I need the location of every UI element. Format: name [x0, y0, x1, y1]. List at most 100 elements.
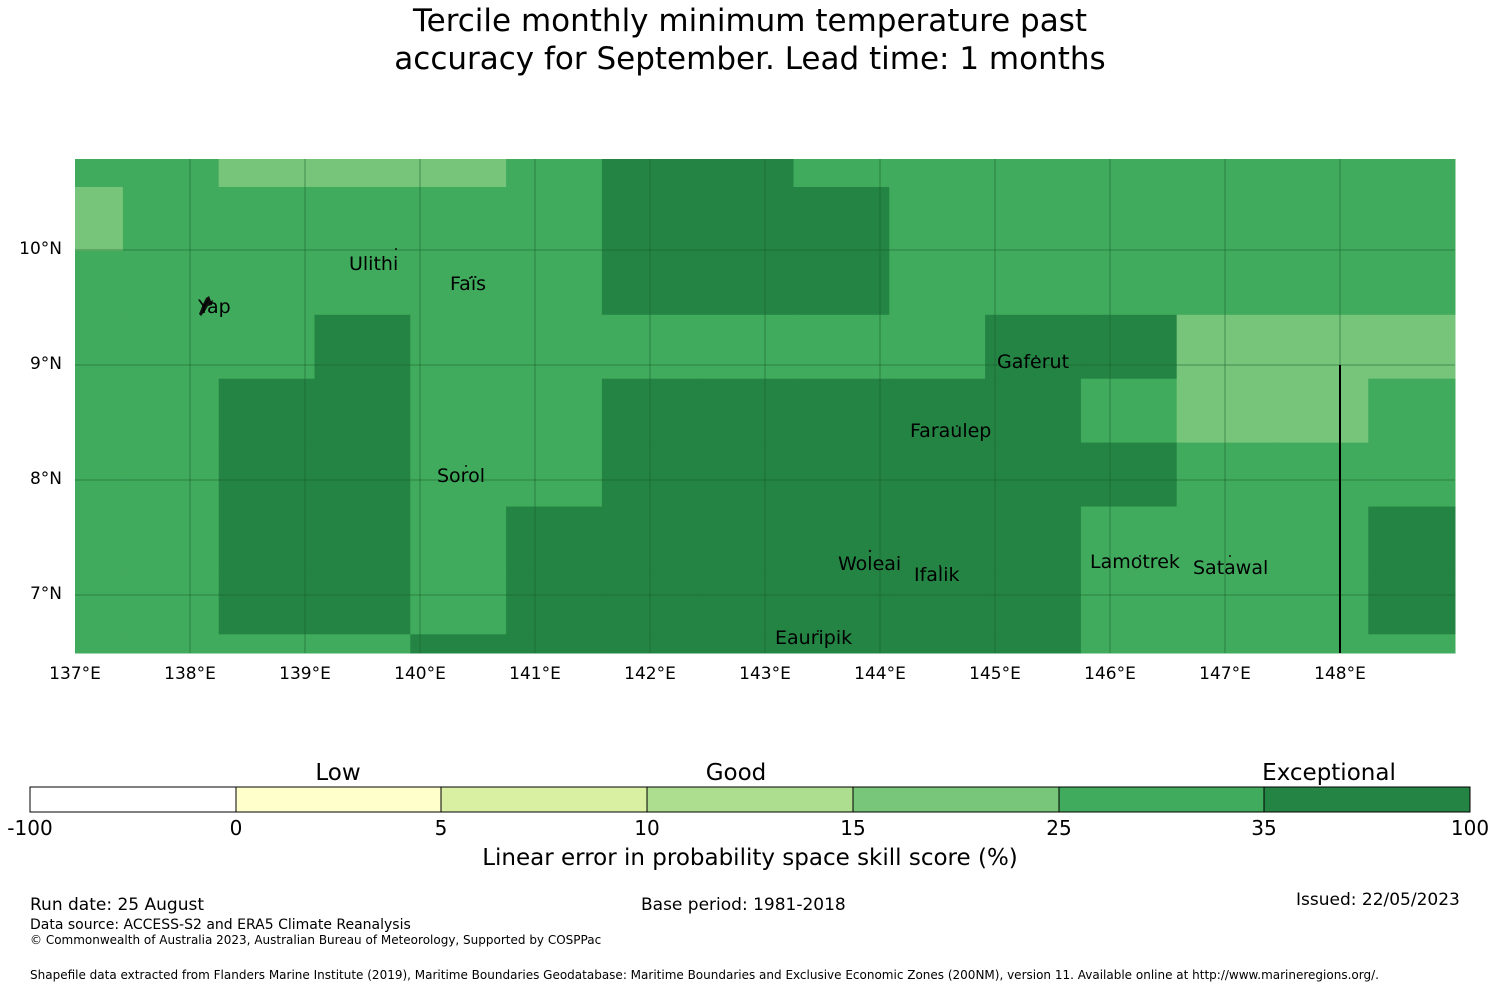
skill-cell	[218, 506, 315, 571]
skill-cell	[506, 570, 603, 635]
skill-cell	[985, 159, 1082, 188]
place-label-woleai: Woleai	[838, 553, 902, 575]
skill-cell	[1272, 314, 1369, 380]
skill-cell	[889, 442, 986, 507]
fais-island-mark	[469, 277, 471, 279]
skill-cell	[506, 187, 603, 252]
skill-cell	[75, 250, 124, 316]
satawal-island-mark	[1229, 555, 1231, 557]
lon-tick-label: 142°E	[624, 664, 676, 684]
faraulep-atoll-mark	[956, 425, 958, 427]
skill-cell	[985, 634, 1082, 654]
lon-tick-label: 137°E	[49, 664, 101, 684]
colorbar-category-good: Good	[705, 760, 767, 786]
colorbar-bin	[647, 787, 853, 812]
lon-tick-label: 143°E	[739, 664, 791, 684]
colorbar-tick: 35	[1251, 816, 1277, 840]
lon-tick-label: 148°E	[1314, 664, 1366, 684]
skill-cell	[889, 378, 986, 444]
copyright: © Commonwealth of Australia 2023, Austra…	[30, 933, 602, 947]
lon-tick-label: 145°E	[969, 664, 1021, 684]
skill-cell	[793, 570, 890, 635]
skill-cell	[506, 314, 603, 380]
issued-date: Issued: 22/05/2023	[1296, 890, 1460, 910]
skill-cell	[697, 442, 794, 507]
skill-cell	[314, 314, 411, 380]
skill-cell	[314, 442, 411, 507]
lon-tick-label: 146°E	[1084, 664, 1136, 684]
skill-cell	[218, 159, 315, 188]
skill-cell	[1080, 506, 1178, 571]
colorbar-tick: -100	[7, 816, 53, 840]
skill-cell	[218, 570, 315, 635]
skill-cell	[314, 250, 411, 316]
gaferut-island-mark	[1035, 355, 1037, 357]
skill-cell	[1368, 159, 1456, 188]
skill-cell	[889, 506, 986, 571]
skill-cell	[75, 187, 124, 252]
skill-cell	[75, 378, 124, 444]
title-line-2: accuracy for September. Lead time: 1 mon…	[394, 41, 1106, 77]
sorol-atoll-mark	[465, 465, 467, 467]
skill-cell	[75, 634, 124, 654]
skill-cell	[506, 634, 603, 654]
skill-cell	[1272, 187, 1369, 252]
skill-cell	[1080, 378, 1178, 444]
skill-cell	[889, 159, 986, 188]
colorbar-bin	[236, 787, 441, 812]
skill-cell	[697, 314, 794, 380]
eauripik-atoll-mark	[817, 630, 819, 632]
colorbar-bin	[1264, 787, 1470, 812]
woleai-atoll-mark	[868, 549, 872, 553]
colorbar-bin	[30, 787, 236, 812]
colorbar-tick: 100	[1450, 816, 1490, 840]
skill-cell	[1272, 378, 1369, 444]
ulithi-atoll-mark	[395, 248, 397, 250]
skill-cell	[793, 442, 890, 507]
place-label-faraulep: Faraulep	[910, 420, 992, 442]
ifalik-atoll-mark	[939, 565, 941, 567]
skill-cell	[889, 634, 986, 654]
skill-grid	[75, 159, 1456, 654]
skill-cell	[697, 570, 794, 635]
colorbar-bin	[1059, 787, 1264, 812]
skill-cell	[697, 506, 794, 571]
skill-cell	[1080, 314, 1178, 380]
lon-tick-label: 140°E	[394, 664, 446, 684]
colorbar-tick: 15	[840, 816, 866, 840]
skill-cell	[314, 187, 411, 252]
skill-cell	[1080, 159, 1178, 188]
skill-cell	[985, 506, 1082, 571]
skill-cell	[1368, 634, 1456, 654]
skill-cell	[985, 570, 1082, 635]
place-label-satawal: Satawal	[1193, 557, 1269, 579]
skill-cell	[889, 187, 986, 252]
skill-cell	[1368, 187, 1456, 252]
skill-cell	[506, 250, 603, 316]
place-label-lamotrek: Lamotrek	[1090, 551, 1180, 573]
skill-cell	[314, 378, 411, 444]
skill-cell	[793, 378, 890, 444]
place-label-gaferut: Gaferut	[997, 351, 1070, 373]
yap-island-shape	[199, 296, 213, 316]
graticule	[75, 159, 1455, 653]
skill-cell	[1272, 570, 1369, 635]
skill-cell	[1080, 570, 1178, 635]
colorbar-tick: 0	[229, 816, 243, 840]
skill-cell	[218, 378, 315, 444]
skill-cell	[122, 314, 220, 380]
skill-cell	[1080, 634, 1178, 654]
lamotrek-atoll-mark	[1139, 555, 1141, 557]
skill-cell	[314, 634, 411, 654]
colorbar-bin	[441, 787, 647, 812]
lat-tick-label: 9°N	[29, 354, 62, 374]
skill-cell	[410, 442, 507, 507]
skill-cell	[793, 159, 890, 188]
skill-cell	[314, 506, 411, 571]
skill-cell	[1272, 442, 1369, 507]
place-label-eauripik: Eauripik	[775, 627, 853, 649]
skill-cell	[218, 442, 315, 507]
colorbar-category-low: Low	[315, 760, 361, 786]
skill-cell	[410, 378, 507, 444]
